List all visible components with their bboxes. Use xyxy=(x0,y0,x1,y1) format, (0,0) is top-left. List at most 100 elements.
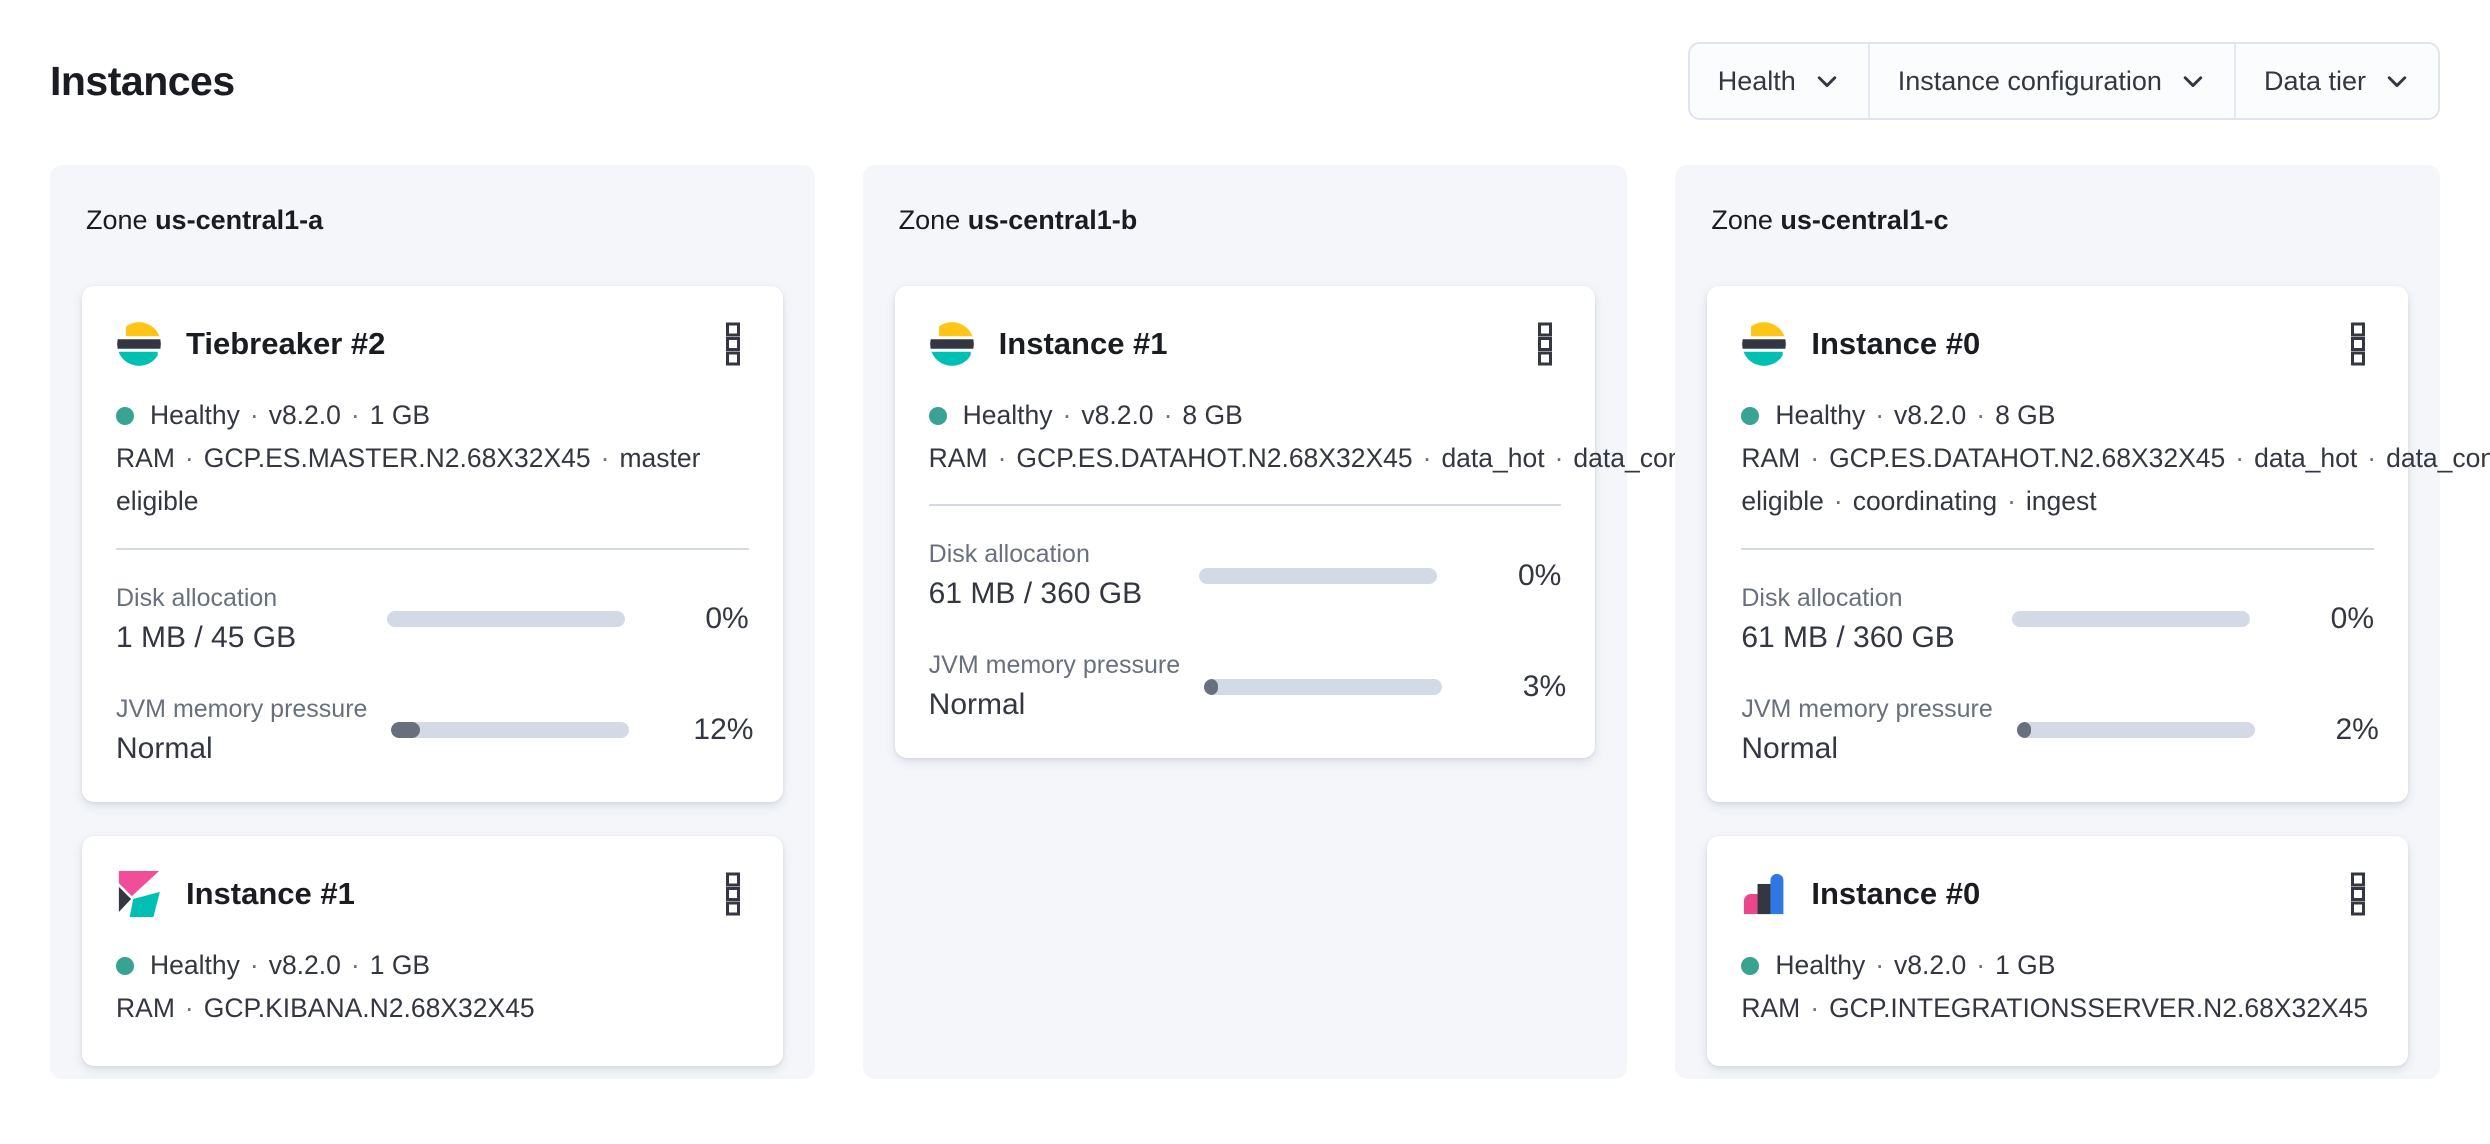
elasticsearch-logo-icon xyxy=(117,322,161,366)
instance-meta: Healthy · v8.2.0 · 8 GB RAM · GCP.ES.DATAHOT.N… xyxy=(928,394,2115,480)
meta-separator: · xyxy=(1875,949,1885,980)
meta-segment: Healthy xyxy=(962,400,1053,430)
divider xyxy=(116,547,749,550)
meta-separator: · xyxy=(1554,443,1564,474)
meta-segment: 1 GB RAM xyxy=(116,400,431,474)
disk-allocation-metric: Disk allocation 61 MB / 360 GB 0% xyxy=(1741,584,2374,655)
meta-separator: · xyxy=(1810,443,1820,474)
instance-meta: Healthy · v8.2.0 · 1 GB RAM · GCP.ES.MASTER.N2… xyxy=(116,394,749,524)
zone-name: us-central1-a xyxy=(155,205,324,235)
metric-label: Disk allocation xyxy=(928,540,1090,569)
health-status-icon xyxy=(1741,956,1760,975)
meta-separator: · xyxy=(1810,992,1820,1023)
meta-separator: · xyxy=(249,949,259,980)
metric-label: JVM memory pressure xyxy=(928,651,1181,680)
zone-label: Zone us-central1-b xyxy=(898,205,1138,235)
zone-panel-us-central1-c: Zone us-central1-c Instance #0 Healthy · v… xyxy=(1675,165,2490,1079)
meta-segment: ingest xyxy=(2025,486,2097,517)
instance-card-es-0: Instance #0 Healthy · v8.2.0 · 8 GB RAM · GCP.… xyxy=(1707,286,2490,802)
metric-value: 1 MB / 45 GB xyxy=(116,620,297,654)
instance-card-kibana-1: Instance #1 Healthy · v8.2.0 · 1 GB RAM · GCP.… xyxy=(82,835,783,1066)
filter-health-label: Health xyxy=(1717,65,1796,96)
meta-segment: 8 GB RAM xyxy=(928,400,1243,474)
meta-segment: v8.2.0 xyxy=(268,949,341,980)
filter-instance-configuration[interactable]: Instance configuration xyxy=(1867,44,2234,118)
meta-separator: · xyxy=(1163,400,1173,430)
chevron-down-icon xyxy=(2180,68,2206,94)
integrations-server-logo-icon xyxy=(1744,873,1784,914)
meta-separator: · xyxy=(1833,486,1843,517)
meta-separator: · xyxy=(1976,949,1986,980)
metric-value: Normal xyxy=(928,688,1026,722)
instance-meta: Healthy · v8.2.0 · 1 GB RAM · GCP.KIBANA.N2.68… xyxy=(116,944,749,1030)
metric-label: JVM memory pressure xyxy=(1741,694,1993,723)
instance-card-tiebreaker-2: Tiebreaker #2 Healthy · v8.2.0 · 1 GB RAM · GC… xyxy=(82,286,783,802)
meta-segment: GCP.KIBANA.N2.68X32X45 xyxy=(203,992,535,1023)
filter-data-tier-label: Data tier xyxy=(2263,65,2366,96)
meta-separator: · xyxy=(1976,400,1986,430)
meta-segment: data_hot xyxy=(1441,443,1545,474)
meta-segment: v8.2.0 xyxy=(1081,400,1154,430)
meta-separator: · xyxy=(350,949,360,980)
instance-title: Instance #0 xyxy=(1811,875,1981,911)
kebab-menu-button[interactable] xyxy=(2342,318,2374,370)
instance-card-es-1: Instance #1 Healthy · v8.2.0 · 8 GB RAM · GCP.… xyxy=(894,286,2115,759)
meta-segment: Healthy xyxy=(1775,949,1866,980)
zone-name: us-central1-c xyxy=(1780,205,1949,235)
instance-meta: Healthy · v8.2.0 · 8 GB RAM · GCP.ES.DATAHOT.N… xyxy=(1741,394,2490,524)
metric-percent: 0% xyxy=(1517,558,1562,592)
metric-percent: 2% xyxy=(2335,713,2379,747)
filter-group: Health Instance configuration Data tier xyxy=(1687,42,2440,120)
meta-segment: v8.2.0 xyxy=(1894,949,1967,980)
chevron-down-icon xyxy=(1814,68,1840,94)
instance-title: Tiebreaker #2 xyxy=(186,326,386,361)
zone-name: us-central1-b xyxy=(967,205,1138,235)
filter-health[interactable]: Health xyxy=(1690,44,1868,118)
meta-segment: v8.2.0 xyxy=(1894,400,1967,430)
kibana-logo-icon xyxy=(118,870,160,917)
zone-panel-us-central1-a: Zone us-central1-a Tiebreaker #2 Healthy… xyxy=(50,165,815,1079)
zones-row: Zone us-central1-a Tiebreaker #2 Healthy… xyxy=(50,165,2490,1079)
progress-bar xyxy=(2012,611,2251,628)
jvm-memory-pressure-metric: JVM memory pressure Normal 3% xyxy=(928,651,1566,722)
meta-segment: master eligible xyxy=(116,443,701,517)
kebab-menu-button[interactable] xyxy=(717,318,749,370)
meta-separator: · xyxy=(600,443,610,474)
metric-percent: 3% xyxy=(1522,669,1567,703)
meta-segment: coordinating xyxy=(1852,486,1998,517)
meta-separator: · xyxy=(997,443,1007,474)
health-status-icon xyxy=(928,407,947,425)
meta-separator: · xyxy=(350,400,360,430)
meta-separator: · xyxy=(1062,400,1072,430)
metric-value: Normal xyxy=(1741,731,1839,765)
meta-segment: v8.2.0 xyxy=(268,400,341,430)
divider xyxy=(928,504,1562,507)
zone-label: Zone us-central1-c xyxy=(1711,205,1949,235)
meta-segment: GCP.ES.DATAHOT.N2.68X32X45 xyxy=(1829,443,2226,474)
instance-title: Instance #1 xyxy=(186,875,355,911)
jvm-memory-pressure-metric: JVM memory pressure Normal 12% xyxy=(116,695,753,766)
progress-bar xyxy=(2016,722,2255,739)
divider xyxy=(1741,547,2375,550)
zone-panel-us-central1-b: Zone us-central1-b Instance #1 Healthy · v… xyxy=(862,165,2115,1079)
instance-meta: Healthy · v8.2.0 · 1 GB RAM · GCP.INTEGRATIONS… xyxy=(1741,944,2374,1030)
meta-segment: GCP.ES.MASTER.N2.68X32X45 xyxy=(203,443,591,474)
metric-label: Disk allocation xyxy=(1741,583,1903,612)
metric-value: 61 MB / 360 GB xyxy=(928,577,1143,611)
filter-data-tier[interactable]: Data tier xyxy=(2233,44,2438,118)
kebab-menu-button[interactable] xyxy=(717,868,749,920)
meta-segment: 1 GB RAM xyxy=(1741,949,2056,1023)
kebab-menu-button[interactable] xyxy=(2342,868,2374,920)
progress-bar xyxy=(1204,678,1443,695)
meta-separator: · xyxy=(2007,486,2016,517)
progress-bar xyxy=(1199,567,1438,584)
instance-card-integrations-0: Instance #0 Healthy · v8.2.0 · 1 GB RAM · GCP.… xyxy=(1707,835,2409,1066)
kebab-menu-button[interactable] xyxy=(1529,318,1561,370)
meta-separator: · xyxy=(2367,443,2377,474)
meta-segment: GCP.INTEGRATIONSSERVER.N2.68X32X45 xyxy=(1829,992,2369,1023)
metric-percent: 0% xyxy=(2330,602,2375,636)
meta-segment: Healthy xyxy=(1775,400,1866,430)
health-status-icon xyxy=(116,407,134,425)
progress-bar xyxy=(391,722,630,739)
filter-instance-configuration-label: Instance configuration xyxy=(1897,65,2162,96)
